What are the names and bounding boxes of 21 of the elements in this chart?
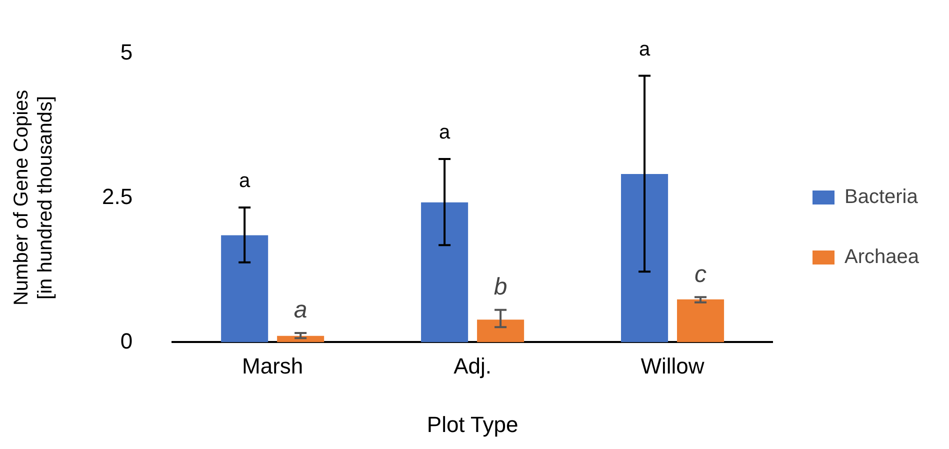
x-tick-label: Willow [640, 353, 704, 378]
y-tick-label: 5 [120, 39, 133, 64]
bar [221, 235, 268, 342]
y-tick-label: 2.5 [102, 184, 133, 209]
y-axis-title: Number of Gene Copies [in hundred thousands] [10, 90, 57, 306]
y-tick-label: 0 [120, 328, 133, 354]
legend-label: Bacteria [844, 186, 919, 208]
annotation: a [638, 38, 651, 60]
x-axis-title: Plot Type [426, 412, 518, 437]
x-tick-label: Adj. [454, 353, 492, 378]
bar [421, 202, 468, 342]
bar [677, 299, 724, 342]
annotation: a [239, 170, 252, 192]
annotation: a [294, 296, 308, 324]
annotation: a [438, 121, 451, 144]
bar [477, 320, 524, 342]
annotation: c [694, 260, 707, 288]
x-tick-label: Marsh [242, 353, 304, 378]
legend-label: Archaea [844, 246, 920, 268]
annotation: b [494, 274, 508, 301]
bar [621, 174, 668, 342]
